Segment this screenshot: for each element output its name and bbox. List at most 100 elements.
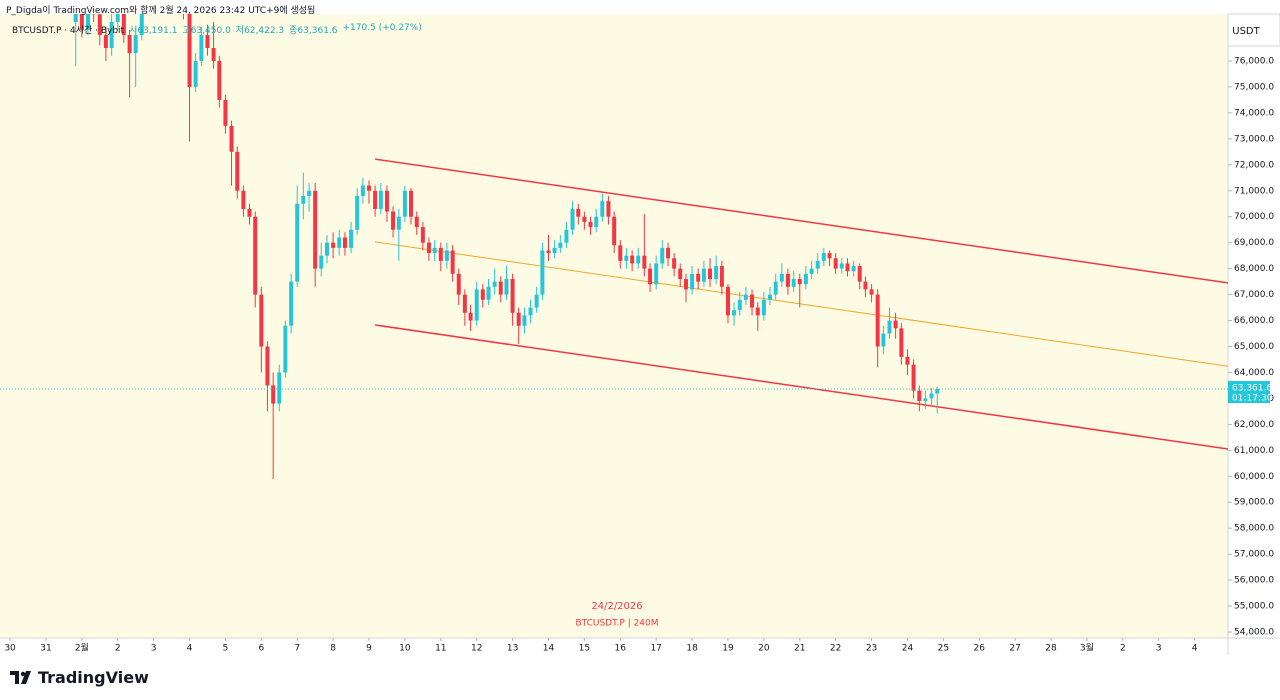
candle-body (91, 14, 96, 15)
candle-body (133, 35, 138, 54)
candle-body (648, 268, 653, 285)
candle-body (301, 195, 306, 204)
candle-body (396, 216, 401, 230)
unit-label: USDT (1232, 26, 1260, 37)
y-tick-label: 67,000.0 (1234, 290, 1274, 300)
x-tick-label: 17 (650, 644, 661, 654)
y-tick-label: 62,000.0 (1234, 420, 1274, 430)
legend-high: 고63,450.0 (182, 26, 231, 36)
candle-body (492, 281, 497, 287)
x-tick-label: 19 (722, 644, 734, 654)
candle-body (606, 201, 611, 217)
trend-line (375, 241, 1228, 367)
x-tick-label: 9 (366, 644, 372, 654)
candle-body (211, 48, 216, 61)
candle-body (624, 255, 629, 261)
y-tick-label: 76,000.0 (1234, 56, 1274, 66)
candle-body (672, 258, 677, 269)
candle-body (935, 389, 940, 394)
candle-body (468, 312, 473, 321)
x-tick-label: 3월 (1080, 642, 1094, 654)
candle-body (750, 294, 755, 308)
x-tick-label: 2 (115, 644, 121, 654)
candle-body (325, 242, 330, 256)
candle-body (540, 250, 545, 295)
candle-body (797, 279, 802, 285)
credit: P_Digda이 TradingView.com와 함께 2월 24, 2026… (6, 6, 316, 16)
plot-background (0, 14, 1228, 638)
candle-body (97, 14, 102, 36)
x-tick-label: 15 (579, 644, 590, 654)
candle-body (821, 253, 826, 261)
x-tick-label: 4 (1192, 644, 1198, 654)
legend-change: +170.5 (+0.27%) (342, 23, 422, 33)
candle-body (767, 294, 772, 300)
candle-body (719, 266, 724, 287)
candle-body (743, 294, 748, 300)
candle-body (683, 279, 688, 290)
candle-body (247, 208, 252, 217)
candle-body (456, 273, 461, 295)
candle-body (331, 242, 336, 248)
y-tick-label: 61,000.0 (1234, 446, 1274, 456)
candle-body (618, 245, 623, 261)
candle-body (504, 279, 509, 295)
candle-body (337, 237, 342, 248)
candle-body (576, 208, 581, 217)
y-tick-label: 54,000.0 (1234, 628, 1274, 638)
brand: TradingView (10, 668, 149, 687)
candle-body (409, 190, 414, 217)
candle-body (307, 190, 312, 196)
candle-body (342, 237, 347, 248)
x-tick-label: 25 (938, 644, 949, 654)
brand-logo (10, 670, 31, 684)
candle-body (295, 203, 300, 282)
candle-body (319, 255, 324, 269)
y-tick-label: 71,000.0 (1234, 186, 1274, 196)
candle-body (235, 151, 240, 191)
candle-body (199, 35, 204, 61)
watermark-date: 24/2/2026 (591, 601, 642, 612)
last-price-label: 63,361.6 (1232, 384, 1272, 394)
candle-body (558, 242, 563, 248)
candle-body (582, 216, 587, 222)
y-tick-label: 65,000.0 (1234, 342, 1274, 352)
y-tick-label: 66,000.0 (1234, 316, 1274, 326)
candle-body (444, 250, 449, 261)
y-tick-label: 56,000.0 (1234, 576, 1274, 586)
candle-body (725, 286, 730, 316)
x-tick-label: 24 (902, 644, 914, 654)
candle-body (636, 255, 641, 264)
candle-body (714, 266, 719, 280)
y-tick-label: 75,000.0 (1234, 82, 1274, 92)
candle-body (875, 294, 880, 347)
unit-box (1227, 13, 1280, 47)
candle-body (121, 14, 126, 36)
x-tick-label: 12 (471, 644, 482, 654)
candle-body (480, 289, 485, 300)
x-tick-label: 23 (866, 644, 877, 654)
candle-body (253, 216, 258, 295)
x-tick-label: 21 (794, 644, 805, 654)
candle-body (803, 273, 808, 285)
candle-body (845, 263, 850, 272)
x-tick-label: 3 (151, 644, 157, 654)
candle-body (85, 14, 90, 30)
y-tick-label: 58,000.0 (1234, 524, 1274, 534)
candle-body (815, 260, 820, 269)
candle-body (690, 273, 695, 290)
candle-body (109, 22, 114, 49)
candle-body (241, 190, 246, 209)
watermark-symbol: BTCUSDT.P | 240M (575, 619, 658, 629)
candle-body (73, 14, 78, 23)
candle-body (737, 299, 742, 311)
x-tick-label: 27 (1009, 644, 1020, 654)
candle-body (696, 273, 701, 282)
candle-body (857, 266, 862, 282)
x-tick-label: 26 (974, 644, 986, 654)
x-tick-label: 13 (507, 644, 518, 654)
x-tick-label: 3 (1156, 644, 1162, 654)
y-tick-label: 73,000.0 (1234, 134, 1274, 144)
x-tick-label: 4 (187, 644, 193, 654)
